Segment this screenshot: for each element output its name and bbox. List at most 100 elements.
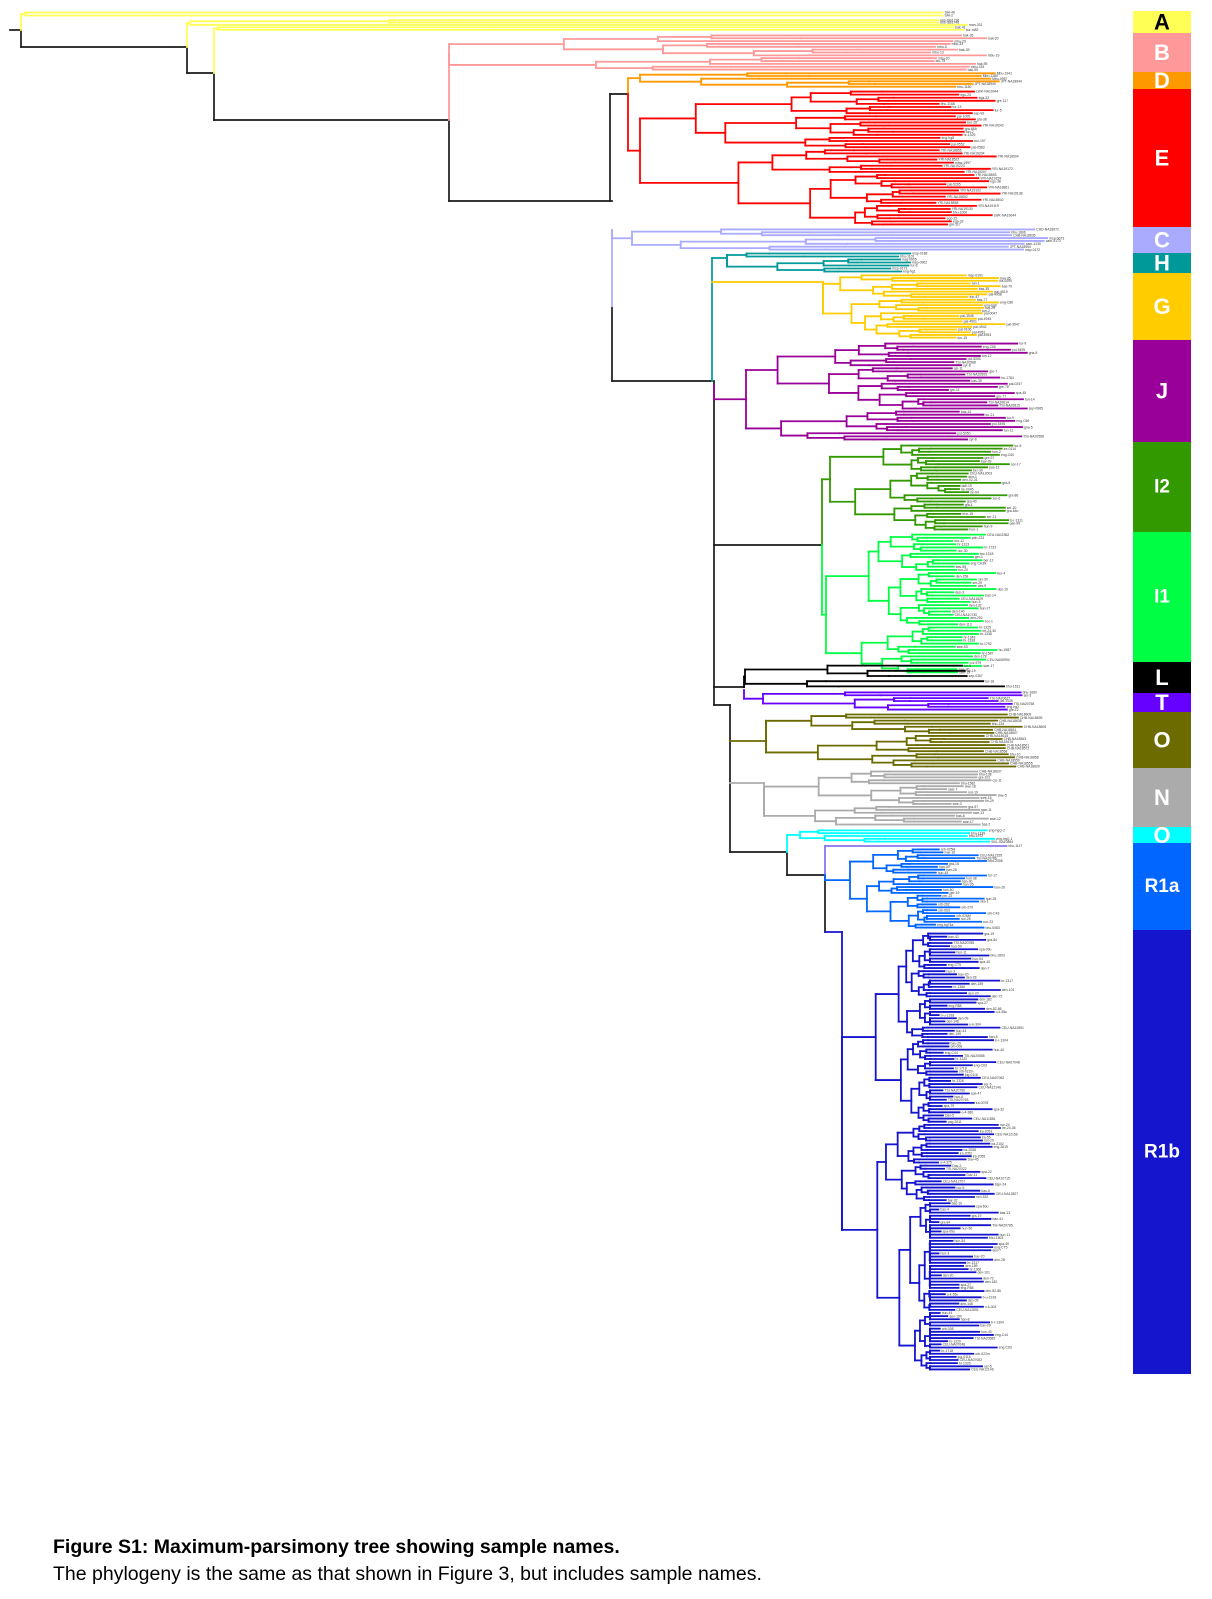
- tip-label: mbu-154: [971, 65, 984, 69]
- legend-label-A: A: [1154, 10, 1170, 35]
- tip-label: mar-16: [944, 851, 955, 855]
- tip-label: gna-5: [1029, 351, 1038, 355]
- tip-label: pal-4953: [978, 333, 991, 337]
- legend-label-R1a: R1a: [1145, 876, 1180, 897]
- tip-label: den-82-86: [986, 1289, 1002, 1293]
- tip-label: den-02-31: [962, 478, 978, 482]
- tip-label: eng-CH39: [971, 562, 987, 566]
- tip-label: eng-C44: [995, 1333, 1008, 1337]
- tip-label: hun-11: [1000, 1233, 1010, 1237]
- tip-label: ban-35: [1000, 276, 1011, 280]
- tip-label: pol-5495: [1012, 348, 1025, 352]
- tip-label: eng-R88: [949, 1004, 962, 1008]
- tip-label: gra-102: [979, 776, 991, 780]
- tip-label: CEU-NA07048: [997, 1060, 1020, 1064]
- tip-label: bhu-1582: [961, 781, 975, 785]
- tip-label: bhu-1139: [971, 831, 985, 835]
- tip-label: den-101: [977, 1270, 990, 1274]
- tip-label: bak-41: [955, 25, 965, 29]
- tip-label: bas-14: [961, 410, 971, 414]
- tip-label: bav-55: [956, 565, 966, 569]
- tip-label: ngo-38: [990, 179, 1001, 183]
- tip-label: nor-23: [983, 920, 993, 924]
- clade-T-branches: [743, 689, 1023, 711]
- tip-label: bhu-1972: [969, 834, 983, 838]
- tip-label: CEU-NA12891: [1001, 1026, 1024, 1030]
- tip-label: gre-77: [996, 394, 1006, 398]
- tip-label: ber-4: [997, 571, 1005, 575]
- clade-I2-branches: [821, 444, 1014, 546]
- tip-label: tur-17: [988, 874, 997, 878]
- tip-label: eng-CT5: [994, 1245, 1007, 1249]
- tip-label: hun-27: [980, 607, 991, 611]
- tree-clades: [20, 11, 1049, 1371]
- legend-label-H: H: [1154, 251, 1170, 276]
- tree-backbone: [9, 29, 826, 933]
- tip-label: bhu-1806: [1011, 231, 1025, 235]
- tip-label: tur-9: [1007, 416, 1014, 420]
- tip-label: ira-0078: [976, 1101, 989, 1105]
- tip-label: orb-063: [938, 908, 950, 912]
- tip-label: YRI-NA19172: [992, 167, 1013, 171]
- tip-label: cyr-11: [993, 779, 1002, 783]
- tip-label: gra-5: [1002, 481, 1010, 485]
- tip-label: eng-hgQ-2: [989, 829, 1005, 833]
- tip-label: swe-5: [998, 793, 1007, 797]
- tip-label: Dav-5: [945, 1114, 954, 1118]
- tip-label: den-140: [952, 610, 965, 614]
- tip-label: pal-0257: [1009, 382, 1022, 386]
- tip-label: syr-8: [969, 438, 977, 442]
- tip-label: hr-1313: [957, 542, 969, 546]
- legend-block-I2: [1133, 442, 1191, 532]
- tip-label: TSI-NA20322: [946, 1167, 967, 1171]
- tip-label: b-r-1304: [991, 1321, 1004, 1325]
- tip-label: den-7: [981, 966, 990, 970]
- legend-label-I2: I2: [1154, 477, 1170, 498]
- tip-label: SAI-46: [945, 11, 955, 15]
- tip-label: spa-45: [1016, 391, 1026, 395]
- tip-label: tun-2: [982, 309, 990, 313]
- tip-label: den-09: [968, 1299, 979, 1303]
- tip-label: eng-C44: [945, 1051, 958, 1055]
- tip-label: CEU-NA07062: [960, 1358, 983, 1362]
- tip-label: sep-92: [974, 111, 984, 115]
- tip-label: CHB-NA18637: [979, 770, 1002, 774]
- tip-label: pag-2611: [948, 1120, 962, 1124]
- tip-label: hun-45: [938, 871, 949, 875]
- tip-label: hr-1317: [1001, 979, 1013, 983]
- tip-label: tur-5: [995, 108, 1002, 112]
- tip-label: hr-1326: [952, 1079, 964, 1083]
- legend-block-R1b: [1133, 930, 1191, 1374]
- tip-label: hr-1718: [941, 1349, 953, 1353]
- tip-label: b-r-1311: [1010, 518, 1023, 522]
- tip-label: bhu-1660: [1023, 691, 1037, 695]
- tip-label: sep-0985: [1029, 407, 1043, 411]
- clade-N-branches: [729, 770, 997, 826]
- tip-label: bas-2: [982, 823, 991, 827]
- tip-label: TSI-NA20588: [1023, 435, 1044, 439]
- tip-label: gra-15: [949, 862, 959, 866]
- haplogroup-legend-bar: ABD E CHG J I2 I1 LTO NQ R1a R1b: [1133, 10, 1191, 1374]
- tip-label: YRI-NA18852: [947, 195, 968, 199]
- clade-L-branches: [743, 664, 1005, 688]
- tip-label: CEU-NA12146: [979, 1085, 1002, 1089]
- tip-label: b-r-1304: [995, 1038, 1008, 1042]
- tip-label: YRI-NA19102: [960, 189, 981, 193]
- tip-label: pah-223: [972, 536, 985, 540]
- legend-label-B: B: [1154, 40, 1170, 65]
- tip-label: eng-C66: [983, 345, 996, 349]
- tip-label: pol-5050: [957, 431, 970, 435]
- tip-label: ira-2053: [980, 1129, 993, 1133]
- tip-label: hun-50: [951, 944, 962, 948]
- legend-block-H: [1133, 253, 1191, 273]
- caption-title: Figure S1: Maximum-parsimony tree showin…: [53, 1536, 620, 1558]
- tip-label: eng-C63: [999, 1346, 1012, 1350]
- tip-label: swe-53: [957, 645, 968, 649]
- legend-block-G: [1133, 273, 1191, 340]
- tip-label: han-30: [962, 879, 973, 883]
- tip-label: jug-0116: [964, 1073, 978, 1077]
- tip-label: bhu-10: [1010, 752, 1021, 756]
- tip-label: nor-19: [968, 790, 978, 794]
- tip-label: TSI-NA20585: [964, 1054, 985, 1058]
- tip-label: bhu-1000: [953, 210, 967, 214]
